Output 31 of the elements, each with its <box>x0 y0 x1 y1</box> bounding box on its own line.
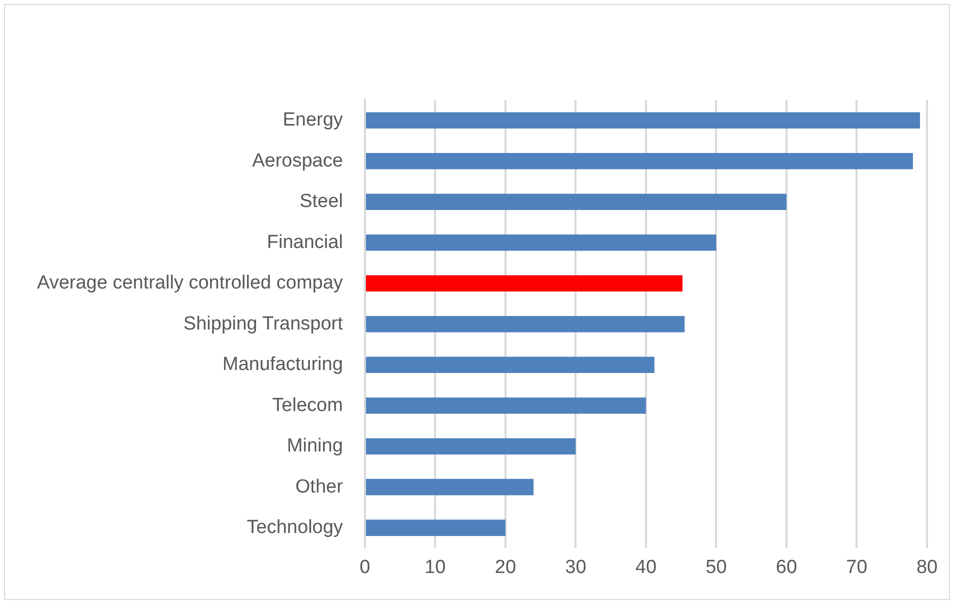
bar <box>366 275 682 292</box>
y-tick-label: Average centrally controlled compay <box>37 272 344 294</box>
y-tick-label: Technology <box>246 517 344 538</box>
x-tick-label: 60 <box>776 556 798 578</box>
bar <box>366 356 654 373</box>
bar <box>366 397 646 414</box>
y-tick-label: Financial <box>266 232 343 253</box>
x-tick-label: 80 <box>916 556 938 578</box>
bar <box>366 152 913 170</box>
y-tick-label: Steel <box>300 191 343 212</box>
x-tick-label: 0 <box>360 556 370 578</box>
bar <box>366 438 576 454</box>
x-tick-label: 20 <box>494 556 516 578</box>
y-tick-label: Aerospace <box>252 150 343 172</box>
bar <box>366 478 534 496</box>
bar <box>366 316 685 332</box>
y-tick-label: Mining <box>286 436 343 457</box>
x-tick-label: 10 <box>424 556 446 578</box>
x-tick-label: 70 <box>846 556 868 578</box>
bar <box>366 112 920 129</box>
x-tick-label: 50 <box>706 556 727 578</box>
bar <box>366 520 506 536</box>
x-tick-label: 40 <box>635 556 657 578</box>
bar <box>366 194 786 210</box>
y-tick-label: Shipping Transport <box>183 313 344 334</box>
y-tick-label: Energy <box>282 110 344 131</box>
y-tick-label: Manufacturing <box>222 354 343 376</box>
x-tick-label: 30 <box>565 556 586 578</box>
y-tick-label: Other <box>295 476 344 498</box>
bar <box>366 234 716 251</box>
y-tick-label: Telecom <box>272 394 343 416</box>
